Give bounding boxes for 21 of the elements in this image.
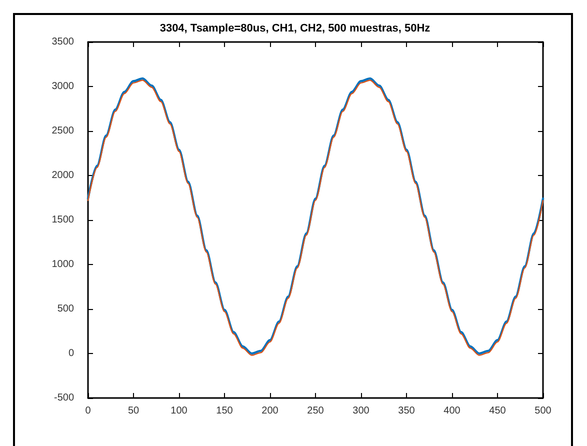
x-tick-label: 0 <box>85 406 92 416</box>
y-tick-label: 2000 <box>52 170 74 181</box>
x-tick-label: 450 <box>489 406 506 416</box>
chart-title: 3304, Tsample=80us, CH1, CH2, 500 muestras, 50Hz <box>160 22 431 34</box>
x-tick-label: 100 <box>170 406 188 416</box>
y-tick-label: 3000 <box>52 81 74 92</box>
y-tick-label: 1000 <box>52 259 74 270</box>
y-tick-label: 0 <box>68 348 74 359</box>
y-tick-label: 2500 <box>52 126 74 136</box>
x-tick-label: 300 <box>352 406 370 416</box>
y-tick-label: -500 <box>54 392 74 404</box>
x-tick-label: 150 <box>216 406 234 416</box>
x-tick-label: 350 <box>398 406 416 416</box>
x-tick-label: 200 <box>262 406 279 416</box>
y-tick-label: 3500 <box>52 36 74 48</box>
x-tick-label: 400 <box>444 406 461 416</box>
x-tick-label: 50 <box>128 406 140 416</box>
y-tick-label: 1500 <box>52 214 74 226</box>
y-tick-label: 500 <box>57 304 74 314</box>
x-tick-label: 500 <box>534 406 552 416</box>
x-tick-label: 250 <box>307 406 324 416</box>
